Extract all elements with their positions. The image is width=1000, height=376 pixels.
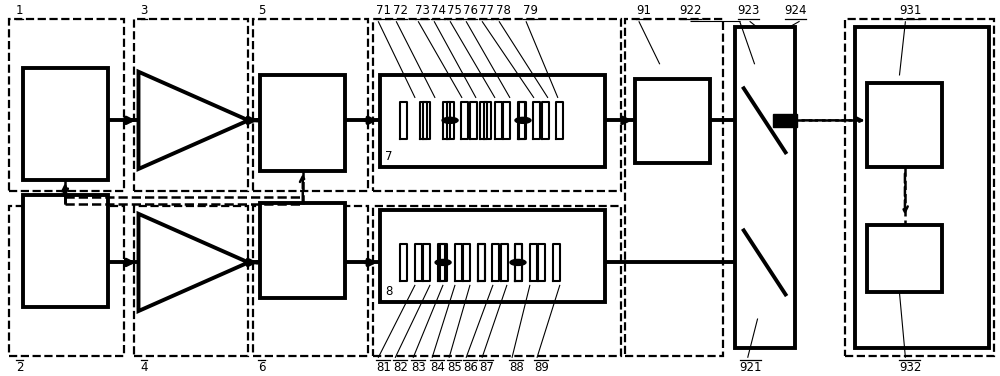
Polygon shape [478,244,485,281]
Text: 77: 77 [479,3,494,17]
Text: 76: 76 [463,3,478,17]
Polygon shape [463,244,470,281]
Text: 79: 79 [523,3,538,17]
Text: 73: 73 [415,3,430,17]
Polygon shape [556,102,563,139]
Bar [260,76,345,171]
Bar [380,210,605,302]
Text: 74: 74 [431,3,446,17]
Text: 81: 81 [376,361,391,374]
Polygon shape [415,244,422,281]
Polygon shape [400,102,407,139]
Polygon shape [461,102,468,139]
Polygon shape [423,244,430,281]
Bar [735,27,795,349]
Text: 91: 91 [636,3,651,17]
Text: 7: 7 [385,150,393,163]
Polygon shape [530,244,537,281]
Polygon shape [503,102,510,139]
Bar [773,114,797,127]
Text: 924: 924 [785,3,807,17]
Text: 921: 921 [740,361,762,374]
Polygon shape [447,102,454,139]
Bar [635,79,710,163]
Bar [253,20,368,191]
Text: 83: 83 [411,361,426,374]
Text: 78: 78 [496,3,511,17]
Text: 86: 86 [463,361,478,374]
Text: 82: 82 [393,361,408,374]
Polygon shape [519,102,526,139]
Circle shape [442,117,458,123]
Text: 931: 931 [899,3,922,17]
Bar [380,76,605,167]
Polygon shape [420,102,427,139]
Polygon shape [538,244,545,281]
Bar [134,206,248,356]
Text: 75: 75 [447,3,462,17]
Polygon shape [455,244,462,281]
Polygon shape [553,244,560,281]
Text: 89: 89 [534,361,549,374]
Text: 72: 72 [393,3,408,17]
Bar [9,20,124,191]
Polygon shape [492,244,499,281]
Text: 932: 932 [899,361,922,374]
Bar [625,20,723,356]
Bar [134,20,248,191]
Polygon shape [438,244,445,281]
Bar [23,68,108,180]
Polygon shape [495,102,502,139]
Circle shape [510,259,526,265]
Bar [373,206,621,356]
Text: 85: 85 [447,361,462,374]
Polygon shape [443,102,450,139]
Circle shape [515,117,531,123]
Bar [253,206,368,356]
Bar [260,203,345,298]
Text: 8: 8 [385,285,393,298]
Text: 5: 5 [258,3,266,17]
Polygon shape [480,102,487,139]
Polygon shape [440,244,447,281]
Text: 71: 71 [376,3,391,17]
Bar [845,20,994,356]
Polygon shape [515,244,522,281]
Polygon shape [542,102,549,139]
Text: 3: 3 [141,3,148,17]
Bar [9,206,124,356]
Text: 88: 88 [509,361,524,374]
Polygon shape [478,244,485,281]
Polygon shape [400,244,407,281]
Polygon shape [470,102,477,139]
Bar [867,225,942,292]
Polygon shape [518,102,525,139]
Bar [867,83,942,167]
Polygon shape [533,102,540,139]
Text: 923: 923 [738,3,760,17]
Text: 2: 2 [16,361,23,374]
Bar [855,27,989,349]
Circle shape [435,259,451,265]
Text: 87: 87 [479,361,494,374]
Text: 1: 1 [16,3,23,17]
Text: 4: 4 [141,361,148,374]
Text: 84: 84 [430,361,445,374]
Text: 6: 6 [258,361,266,374]
Polygon shape [484,102,491,139]
Polygon shape [501,244,508,281]
Polygon shape [423,102,430,139]
Bar [23,195,108,307]
Text: 922: 922 [680,3,702,17]
Polygon shape [515,244,522,281]
Bar [373,20,621,191]
